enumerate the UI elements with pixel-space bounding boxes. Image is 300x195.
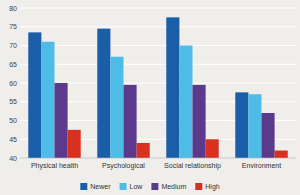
x-tick-label: Physical health: [31, 162, 78, 170]
y-tick-label: 70: [9, 42, 17, 49]
bar: [110, 57, 123, 158]
y-tick-label: 80: [9, 5, 17, 12]
y-tick-label: 60: [9, 80, 17, 87]
x-tick-label: Environment: [242, 162, 281, 169]
y-tick-label: 40: [9, 155, 17, 162]
y-tick-label: 50: [9, 117, 17, 124]
bar: [41, 42, 54, 158]
bar: [179, 46, 192, 159]
bar: [166, 17, 179, 158]
bar: [124, 85, 137, 158]
legend: Newer Low Medium High: [80, 183, 219, 191]
bar: [206, 139, 219, 158]
bar: [235, 92, 248, 158]
bar: [68, 130, 81, 158]
bar: [248, 94, 261, 158]
y-tick-label: 75: [9, 23, 17, 30]
y-tick-label: 45: [9, 136, 17, 143]
bars: [28, 17, 287, 158]
grid-line: [20, 26, 296, 27]
legend-label: Low: [130, 183, 144, 190]
bar: [28, 32, 41, 158]
bar: [55, 83, 68, 158]
x-tick-label: Psychological: [102, 162, 145, 170]
y-tick-label: 55: [9, 98, 17, 105]
legend-swatch: [195, 183, 202, 190]
grid-line: [20, 45, 296, 46]
grid-line: [20, 158, 296, 159]
legend-label: Newer: [90, 183, 111, 190]
bar: [97, 29, 110, 158]
bar: [137, 143, 150, 158]
legend-swatch: [80, 183, 87, 190]
x-axis-line: [20, 158, 296, 159]
bar: [262, 113, 275, 158]
bar: [275, 151, 288, 159]
bar: [193, 85, 206, 158]
legend-swatch: [151, 183, 158, 190]
grid-line: [20, 64, 296, 65]
y-tick-label: 65: [9, 61, 17, 68]
legend-swatch: [120, 183, 127, 190]
grid-line: [20, 8, 296, 9]
legend-label: High: [205, 183, 220, 191]
background: [0, 0, 300, 195]
x-tick-label: Social relationship: [164, 162, 221, 170]
legend-label: Medium: [161, 183, 186, 190]
chart: 40 45 50 55 60 65 70 75 80 Physical health Psychol…: [0, 0, 300, 195]
